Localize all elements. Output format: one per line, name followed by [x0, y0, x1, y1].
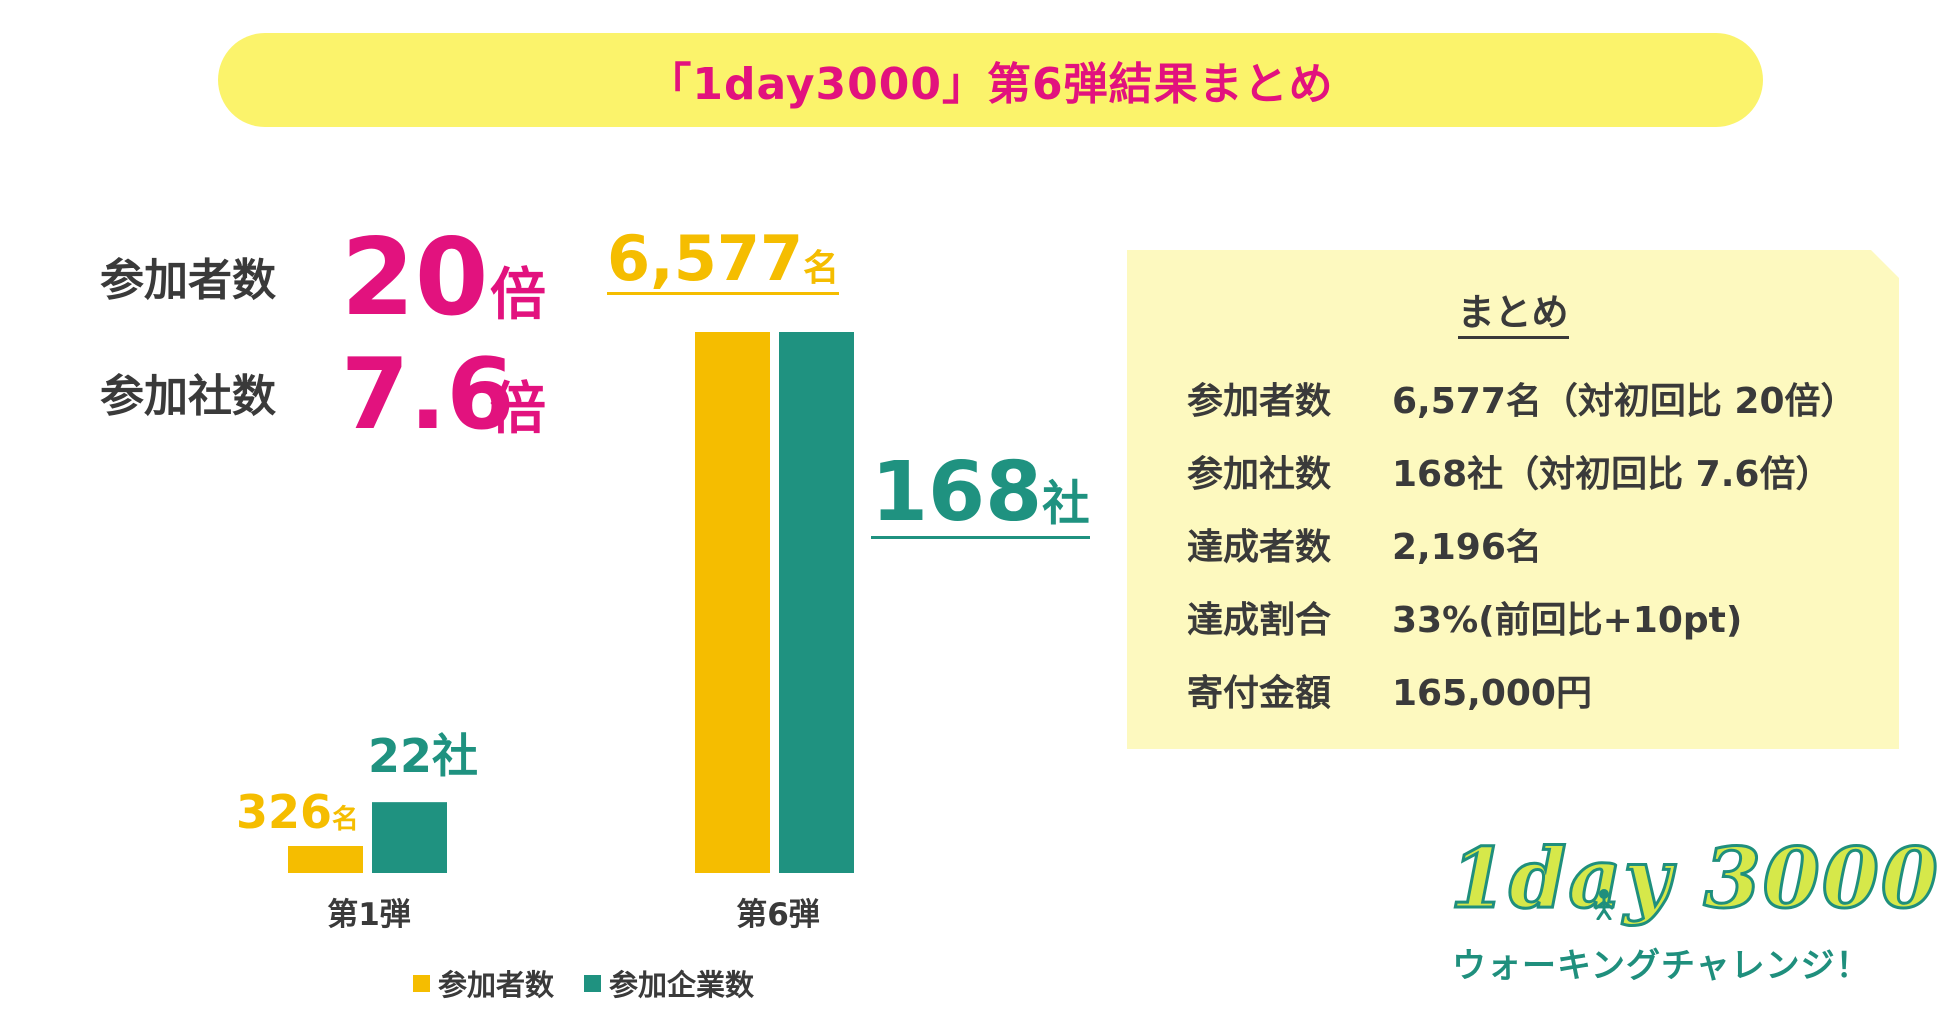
summary-row-value: 33%(前回比+10pt): [1392, 600, 1743, 641]
callout-participants-round1: 326名: [236, 789, 359, 835]
callout-companies-round1-number: 22: [368, 729, 433, 783]
page-title: 「1day3000」第6弾結果まとめ: [647, 59, 1334, 110]
callout-companies-round1-unit: 社: [432, 729, 479, 783]
legend-label-companies: 参加企業数: [609, 968, 755, 1002]
summary-row-key: 達成者数: [1187, 527, 1332, 568]
summary-row: 達成割合 33%(前回比+10pt): [1187, 591, 1742, 643]
callout-participants-round1-unit: 名: [332, 804, 359, 835]
summary-row-value: 165,000円: [1392, 673, 1592, 714]
chart-legend: 参加者数 参加企業数: [413, 962, 784, 1004]
callout-companies-round6-number: 168: [871, 445, 1043, 540]
summary-row: 達成者数 2,196名: [1187, 518, 1542, 570]
logo-tagline: ウォーキングチャレンジ！: [1452, 946, 1871, 986]
summary-row-value: 2,196名: [1392, 527, 1542, 568]
callout-companies-round1: 22社: [368, 733, 478, 779]
bar-companies-round1: [372, 802, 447, 873]
callout-companies-round6: 168社: [871, 452, 1090, 539]
summary-row-key: 寄付金額: [1187, 673, 1332, 714]
x-tick-label: 第6弾: [736, 897, 820, 933]
legend-swatch-companies: [584, 974, 602, 992]
summary-heading-text: まとめ: [1457, 291, 1569, 339]
summary-row: 寄付金額 165,000円: [1187, 664, 1592, 716]
summary-row-key: 参加社数: [1187, 454, 1332, 495]
summary-row: 参加者数 6,577名（対初回比 20倍）: [1187, 372, 1857, 424]
bar-participants-round1: [288, 846, 363, 873]
legend-swatch-participants: [413, 974, 430, 992]
stat-label-companies: 参加社数: [100, 371, 276, 422]
bar-companies-round6: [779, 332, 854, 873]
callout-participants-round1-number: 326: [236, 785, 333, 839]
stat-unit-companies: 倍: [490, 377, 546, 442]
summary-heading: まとめ: [1127, 282, 1899, 339]
logo-wordmark: 1day 3000: [1449, 831, 1940, 927]
callout-participants-round6: 6,577名: [607, 228, 840, 295]
summary-row-value: 168社（対初回比 7.6倍）: [1392, 454, 1832, 495]
summary-row-value: 6,577名（対初回比 20倍）: [1392, 381, 1857, 422]
bar-participants-round6: [695, 332, 770, 873]
bar-chart: 第1弾 第6弾: [288, 332, 854, 933]
summary-row-key: 参加者数: [1187, 381, 1332, 422]
callout-participants-round6-unit: 名: [803, 248, 840, 289]
brand-logo: 1day 3000 ウォーキングチャレンジ！: [1449, 837, 1940, 988]
stat-number-participants: 20: [341, 216, 489, 339]
stat-unit-participants: 倍: [490, 263, 546, 328]
title-banner: 「1day3000」第6弾結果まとめ: [218, 33, 1763, 127]
walker-icon: [1594, 889, 1614, 920]
legend-label-participants: 参加者数: [438, 968, 555, 1002]
summary-row: 参加社数 168社（対初回比 7.6倍）: [1187, 445, 1831, 497]
summary-panel: まとめ 参加者数 6,577名（対初回比 20倍） 参加社数 168社（対初回比 7…: [1127, 250, 1899, 749]
legend-item-companies: 参加企業数: [584, 962, 754, 1004]
callout-companies-round6-unit: 社: [1042, 477, 1090, 532]
stat-label-participants: 参加者数: [100, 255, 276, 306]
stat-number-companies: 7.6: [341, 338, 515, 452]
legend-item-participants: 参加者数: [413, 962, 554, 1004]
x-tick-label: 第1弾: [327, 897, 411, 933]
callout-participants-round6-number: 6,577: [607, 222, 804, 295]
summary-row-key: 達成割合: [1187, 600, 1332, 641]
